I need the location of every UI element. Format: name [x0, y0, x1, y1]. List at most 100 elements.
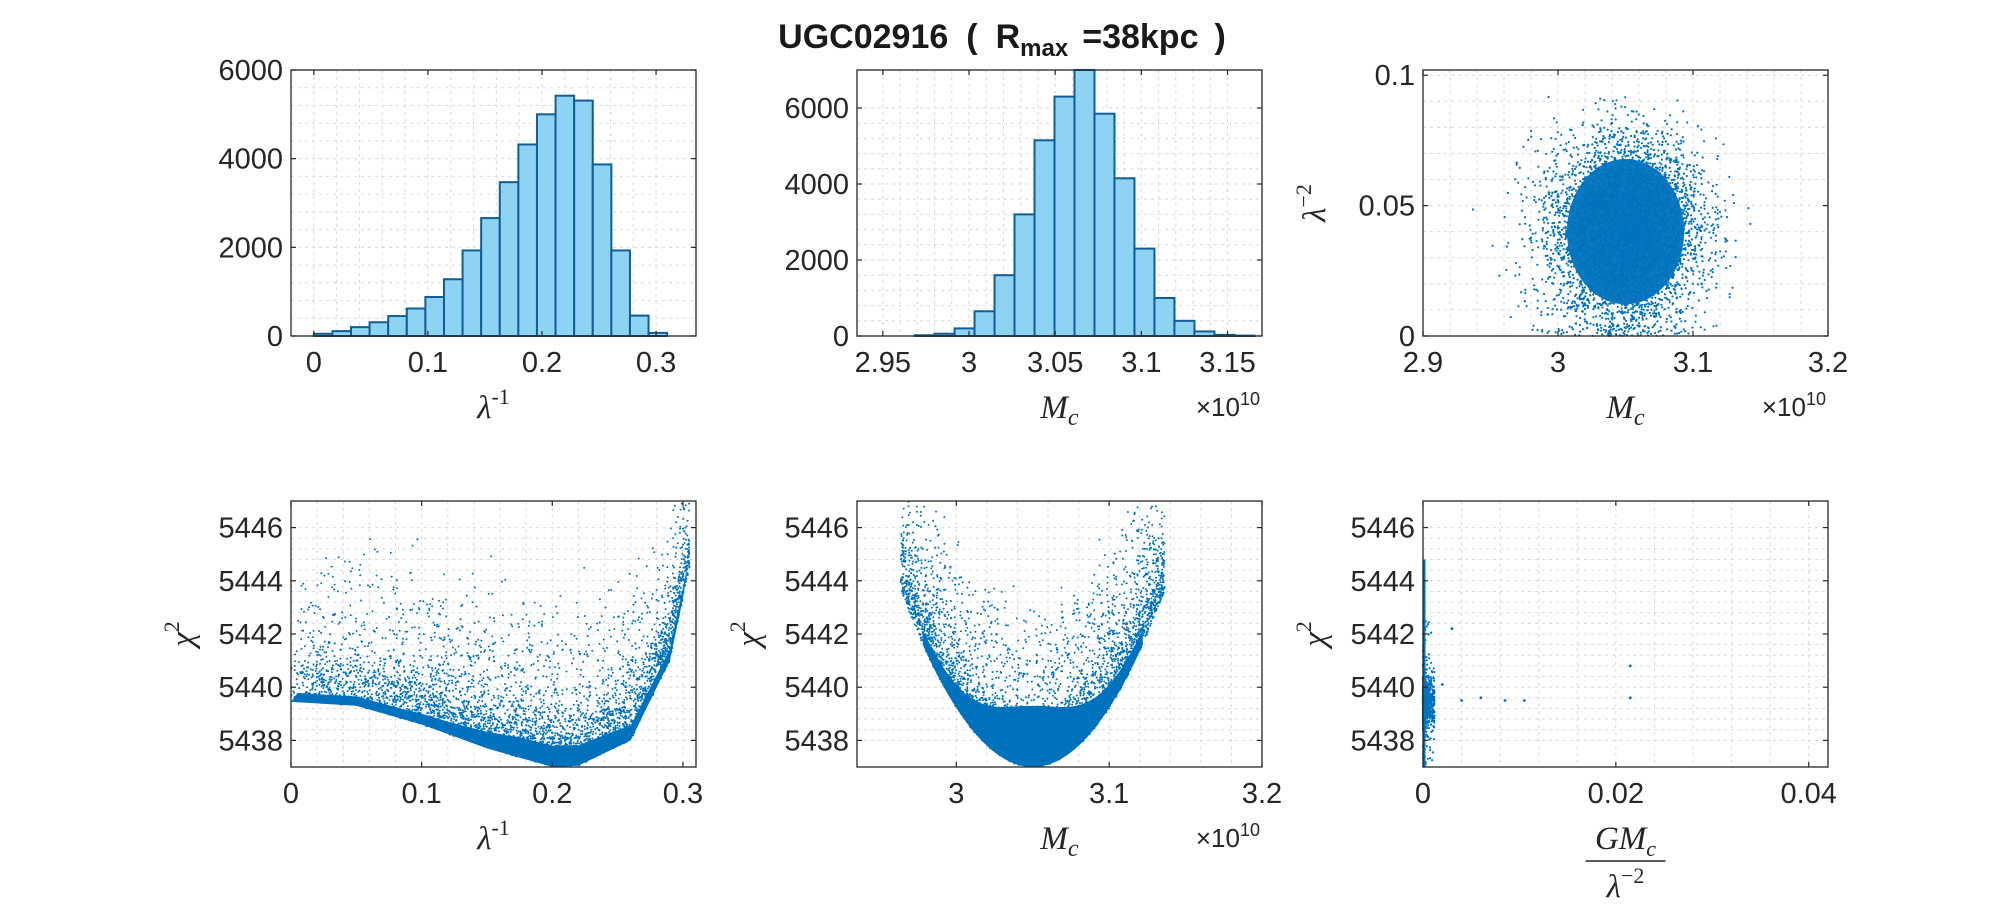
scatter-point	[1541, 330, 1544, 333]
scatter-point	[1620, 290, 1623, 293]
scatter-point	[1640, 217, 1643, 220]
scatter-point	[1547, 330, 1550, 333]
scatter-point	[1694, 245, 1697, 248]
scatter-point	[1665, 122, 1669, 125]
scatter-point	[1706, 223, 1709, 226]
scatter-point	[1607, 215, 1610, 218]
scatter-point	[1537, 218, 1540, 221]
scatter-point	[1613, 253, 1616, 257]
scatter-point	[1605, 294, 1608, 297]
scatter-point	[1681, 276, 1684, 280]
scatter-point	[1626, 164, 1629, 167]
scatter-point	[1675, 184, 1678, 187]
scatter-point	[1675, 220, 1678, 223]
scatter-point	[1541, 328, 1544, 332]
scatter-point	[1570, 155, 1573, 158]
scatter-point	[1628, 327, 1631, 330]
scatter-point	[1628, 291, 1631, 294]
scatter-point	[1569, 208, 1572, 211]
scatter-point	[1634, 297, 1637, 300]
scatter-point	[1674, 325, 1677, 328]
scatter-point	[1645, 185, 1648, 188]
scatter-point	[1538, 210, 1541, 213]
scatter-point	[1668, 174, 1671, 177]
scatter-point	[1624, 96, 1627, 99]
scatter-point	[1649, 248, 1652, 251]
scatter-point	[1651, 217, 1654, 220]
scatter-point	[1647, 305, 1650, 308]
scatter-point	[1556, 245, 1559, 249]
scatter-point	[1632, 207, 1635, 210]
scatter-point	[1600, 221, 1603, 224]
scatter-point	[1587, 193, 1590, 196]
scatter-point	[1505, 245, 1508, 248]
scatter-point	[1595, 292, 1598, 295]
scatter-point	[1668, 299, 1671, 302]
scatter-point	[1702, 268, 1705, 271]
scatter-point	[1634, 171, 1637, 175]
scatter-point	[1647, 201, 1650, 204]
scatter-point	[1661, 252, 1664, 255]
scatter-point	[1571, 260, 1574, 263]
scatter-point	[1668, 196, 1671, 199]
scatter-point	[1546, 258, 1549, 261]
y-tick-label: 4000	[218, 144, 283, 176]
scatter-point	[1712, 325, 1715, 328]
scatter-point	[1554, 159, 1557, 162]
scatter-point	[1605, 173, 1608, 176]
scatter-point	[1645, 285, 1648, 288]
scatter-point	[1663, 197, 1666, 201]
scatter-point	[1555, 249, 1558, 252]
scatter-point	[1595, 181, 1599, 184]
scatter-point	[1689, 180, 1692, 184]
x-tick-label: 0.1	[408, 347, 448, 379]
scatter-point	[1614, 270, 1617, 273]
scatter-point	[1555, 121, 1558, 124]
scatter-point	[1717, 226, 1720, 229]
scatter-point	[1597, 252, 1600, 255]
scatter-point	[1646, 280, 1649, 283]
scatter-point	[1677, 213, 1681, 216]
scatter-point	[1579, 224, 1583, 227]
scatter-point	[1589, 218, 1592, 221]
scatter-point	[1537, 246, 1540, 249]
scatter-point	[1657, 330, 1660, 333]
scatter-point	[1656, 291, 1659, 294]
scatter-point	[1569, 210, 1572, 213]
scatter-point	[1568, 275, 1571, 279]
scatter-point	[1651, 164, 1654, 168]
scatter-point	[1703, 201, 1706, 204]
scatter-point	[1666, 156, 1669, 159]
scatter-point	[1631, 156, 1634, 159]
scatter-point	[1600, 329, 1603, 332]
scatter-point	[1634, 266, 1638, 269]
scatter-point	[1691, 326, 1694, 329]
scatter-point	[1639, 198, 1642, 201]
scatter-point	[1607, 151, 1611, 154]
scatter-point	[1637, 213, 1640, 216]
scatter-point	[1569, 205, 1572, 208]
scatter-point	[1597, 184, 1600, 187]
scatter-point	[1642, 290, 1645, 293]
scatter-point	[1605, 257, 1608, 260]
scatter-point	[1606, 292, 1609, 295]
scatter-point	[1614, 165, 1617, 169]
scatter-point	[1581, 328, 1584, 331]
scatter-point	[1681, 262, 1684, 266]
scatter-point	[1646, 153, 1650, 156]
scatter-point	[1626, 303, 1629, 306]
scatter-point	[1707, 273, 1710, 276]
scatter-point	[1660, 163, 1663, 166]
scatter-point	[1568, 128, 1572, 131]
scatter-point	[1632, 234, 1636, 237]
scatter-point	[1685, 168, 1688, 171]
scatter-point	[1568, 195, 1571, 198]
scatter-point	[1617, 223, 1621, 227]
scatter-point	[1596, 156, 1600, 159]
scatter-point	[1549, 275, 1552, 278]
scatter-point	[1613, 263, 1616, 266]
scatter-point	[1724, 238, 1728, 241]
scatter-point	[1560, 308, 1563, 311]
scatter-point	[1639, 175, 1642, 178]
scatter-point	[1598, 246, 1601, 249]
